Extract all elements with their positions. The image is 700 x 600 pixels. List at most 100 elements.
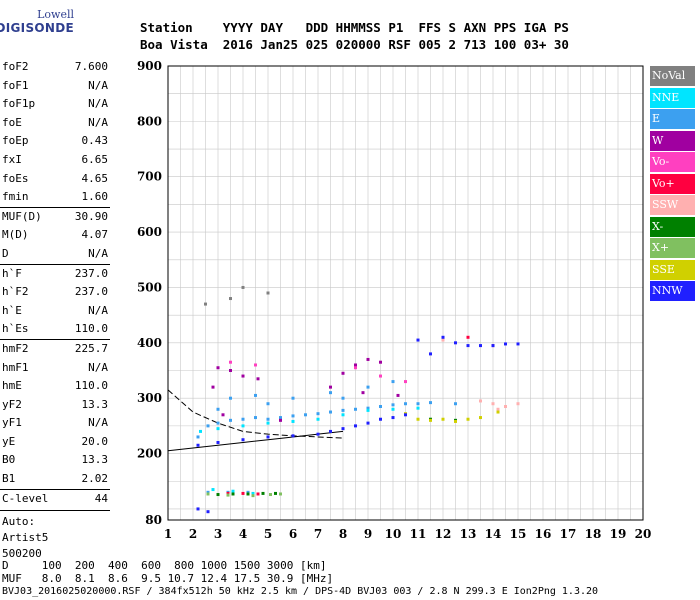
header-values: Boa Vista 2016 Jan25 025 020000 RSF 005 … (140, 37, 569, 52)
param-name: B0 (2, 453, 16, 467)
param-row: B0 13.3 (0, 451, 110, 470)
x-tick-label: 1 (164, 527, 172, 541)
param-value: N/A (88, 97, 108, 111)
data-point (279, 492, 282, 496)
data-point (429, 401, 432, 405)
param-row: fxI 6.65 (0, 151, 110, 170)
data-point (504, 405, 507, 408)
y-tick-label: 80 (145, 513, 162, 527)
data-point (266, 435, 270, 439)
digisonde-logo: Lowell DIGISONDE (0, 8, 74, 40)
data-point (391, 416, 395, 420)
param-value: 4.65 (81, 171, 109, 185)
profile-line (167, 389, 344, 439)
auto-scaling-line: Artist5 (2, 531, 49, 545)
param-value: 1.60 (81, 190, 109, 204)
param-row: yF2 13.3 (0, 396, 110, 415)
data-point (516, 342, 520, 346)
data-point (396, 393, 400, 397)
data-point (316, 432, 320, 436)
legend-item: NNE (650, 87, 695, 108)
x-tick-label: 13 (460, 527, 477, 541)
header-labels: Station YYYY DAY DDD HHMMSS P1 FFS S AXN… (140, 20, 569, 35)
data-point (329, 385, 332, 389)
data-point (291, 396, 295, 400)
data-point (341, 413, 345, 417)
x-tick-label: 20 (635, 527, 652, 541)
x-tick-label: 2 (189, 527, 197, 541)
param-row: h`F 237.0 (0, 263, 110, 284)
data-point (404, 413, 407, 417)
param-row: foE N/A (0, 114, 110, 133)
x-tick-label: 4 (239, 527, 247, 541)
data-point (279, 416, 282, 420)
data-point (216, 493, 220, 497)
param-name: fxI (2, 152, 22, 166)
data-point (254, 416, 257, 420)
param-name: C-level (2, 491, 49, 505)
data-point (231, 492, 235, 496)
data-point (199, 429, 202, 433)
param-value: N/A (88, 246, 108, 260)
y-tick-label: 400 (137, 336, 162, 350)
param-name: yF1 (2, 416, 22, 430)
param-row: D N/A (0, 245, 110, 264)
data-point (416, 417, 420, 421)
data-point (216, 427, 220, 431)
data-point (491, 344, 495, 348)
x-tick-label: 11 (410, 527, 427, 541)
param-row: hmE 110.0 (0, 377, 110, 396)
data-point (366, 408, 370, 412)
param-row: foF1p N/A (0, 95, 110, 114)
data-point (391, 403, 395, 407)
data-point (216, 407, 220, 411)
y-tick-label: 500 (137, 280, 162, 294)
legend-item: E (650, 109, 695, 129)
param-row: yF1 N/A (0, 414, 110, 433)
param-row: yE 20.0 (0, 433, 110, 452)
data-point (206, 492, 210, 496)
param-value: 13.3 (81, 397, 109, 411)
data-point (221, 413, 225, 417)
param-name: hmE (2, 379, 22, 393)
y-tick-label: 700 (137, 170, 162, 184)
param-value: 44 (94, 491, 108, 505)
y-tick-label: 300 (137, 391, 162, 405)
data-point (241, 417, 245, 421)
data-point (241, 491, 245, 495)
param-row: M(D) 4.07 (0, 226, 110, 245)
data-point (279, 418, 282, 422)
data-point (441, 338, 445, 342)
legend-item: Vo+ (650, 173, 695, 194)
param-row: foEp 0.43 (0, 132, 110, 151)
footer-muf-row: MUF 8.0 8.1 8.6 9.5 10.7 12.4 17.5 30.9 … (2, 572, 334, 585)
param-row: foEs 4.65 (0, 170, 110, 189)
data-point (354, 407, 357, 411)
data-point (291, 434, 295, 438)
x-tick-label: 7 (314, 527, 322, 541)
auto-scaling-line: Auto: (2, 515, 36, 529)
data-point (216, 421, 220, 425)
param-value: 2.02 (81, 472, 109, 486)
y-tick-label: 900 (137, 59, 162, 73)
param-name: fmin (2, 190, 29, 204)
y-tick-label: 800 (137, 114, 162, 128)
data-point (361, 391, 365, 395)
data-point (251, 491, 255, 495)
param-name: B1 (2, 472, 16, 486)
data-point (366, 357, 370, 361)
data-point (196, 507, 200, 511)
data-point (274, 491, 277, 495)
data-point (354, 366, 357, 370)
param-name: hmF2 (2, 341, 29, 355)
parameter-panel: foF2 7.600 foF1 N/A foF1p N/A foE N/A foEp 0.43 fx… (0, 58, 110, 563)
data-point (366, 421, 370, 425)
data-point (291, 414, 295, 418)
x-tick-label: 15 (510, 527, 527, 541)
data-point (229, 396, 232, 400)
data-point (404, 380, 407, 384)
param-name: h`Es (2, 322, 29, 336)
x-tick-label: 5 (264, 527, 272, 541)
param-row: h`Es 110.0 (0, 320, 110, 339)
